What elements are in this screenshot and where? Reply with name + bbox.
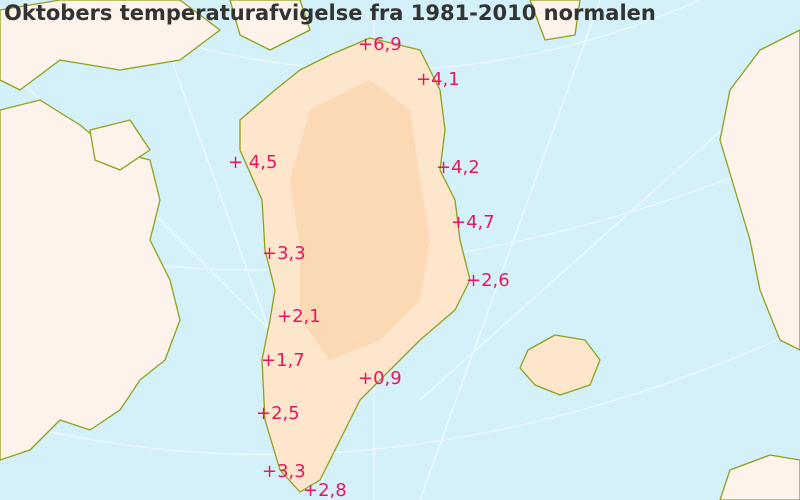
label: +2,5 <box>256 403 300 424</box>
label: +2,6 <box>466 270 510 291</box>
label: +4,2 <box>436 157 480 178</box>
label: +4,7 <box>451 212 495 233</box>
label: +3,3 <box>262 461 306 482</box>
label: +3,3 <box>262 243 306 264</box>
label: + 4,5 <box>228 152 277 173</box>
label: +1,7 <box>261 350 305 371</box>
title: Oktobers temperaturafvigelse fra 1981-20… <box>4 1 656 25</box>
temperature-labels: +6,9 +4,1 + 4,5 +4,2 +4,7 +3,3 +2,6 +2,1… <box>228 34 510 500</box>
label: +6,9 <box>358 34 402 55</box>
label: +2,1 <box>277 306 321 327</box>
label: +4,1 <box>416 69 460 90</box>
label: +0,9 <box>358 368 402 389</box>
label: +2,8 <box>303 480 347 500</box>
